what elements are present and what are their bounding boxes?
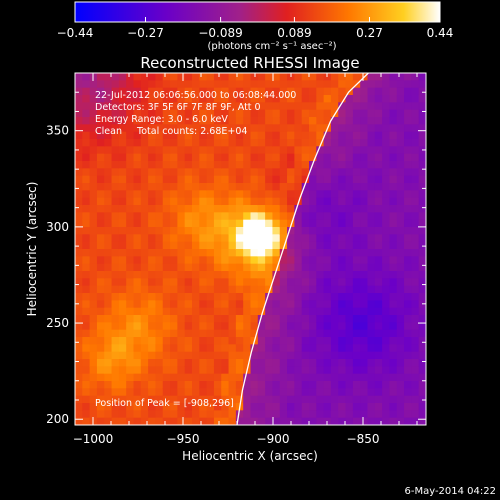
annotation-energy-range: Energy Range: 3.0 - 6.0 keV (95, 114, 228, 125)
colorbar-tick-label: −0.089 (198, 26, 242, 40)
y-tick-label: 350 (46, 124, 69, 138)
colorbar-tick-label: 0.44 (427, 26, 454, 40)
annotation-clean-counts: Clean Total counts: 2.68E+04 (95, 126, 247, 137)
y-tick-label: 200 (46, 412, 69, 426)
plot-frame (74, 72, 427, 426)
solar-limb-curve (236, 73, 369, 425)
y-tick-label: 300 (46, 220, 69, 234)
chart-title: Reconstructed RHESSI Image (140, 54, 359, 72)
colorbar-ticks: −0.44 −0.27 −0.089 0.089 0.27 0.44 (57, 17, 454, 40)
x-tick-label: −950 (167, 432, 200, 446)
y-tick-label: 250 (46, 316, 69, 330)
axis-ticks: −1000 −950 −900 −850 200 250 300 350 (46, 72, 426, 446)
annotation-detectors: Detectors: 3F 5F 6F 7F 8F 9F, Att 0 (95, 102, 261, 113)
y-axis-title: Heliocentric Y (arcsec) (25, 182, 39, 317)
plot-area: 22-Jul-2012 06:06:56.000 to 06:08:44.000… (46, 72, 427, 446)
colorbar-tick-label: −0.27 (127, 26, 164, 40)
x-tick-label: −1000 (73, 432, 114, 446)
colorbar: −0.44 −0.27 −0.089 0.089 0.27 0.44 (photons c… (57, 1, 454, 52)
x-tick-label: −900 (257, 432, 290, 446)
colorbar-tick-label: 0.27 (356, 26, 383, 40)
heatmap-image (75, 73, 426, 425)
annotation-time-range: 22-Jul-2012 06:06:56.000 to 06:08:44.000 (95, 90, 296, 101)
annotation-block: 22-Jul-2012 06:06:56.000 to 06:08:44.000… (95, 90, 296, 137)
x-axis-title: Heliocentric X (arcsec) (182, 449, 318, 463)
peak-position-label: Position of Peak = [-908,296] (95, 398, 234, 409)
date-stamp: 6-May-2014 04:22 (404, 486, 496, 497)
colorbar-tick-label: 0.089 (277, 26, 311, 40)
x-tick-label: −850 (347, 432, 380, 446)
colorbar-tick-label: −0.44 (57, 26, 94, 40)
colorbar-gradient (74, 1, 441, 23)
colorbar-unit-label: (photons cm⁻² s⁻¹ asec⁻²) (207, 41, 336, 52)
